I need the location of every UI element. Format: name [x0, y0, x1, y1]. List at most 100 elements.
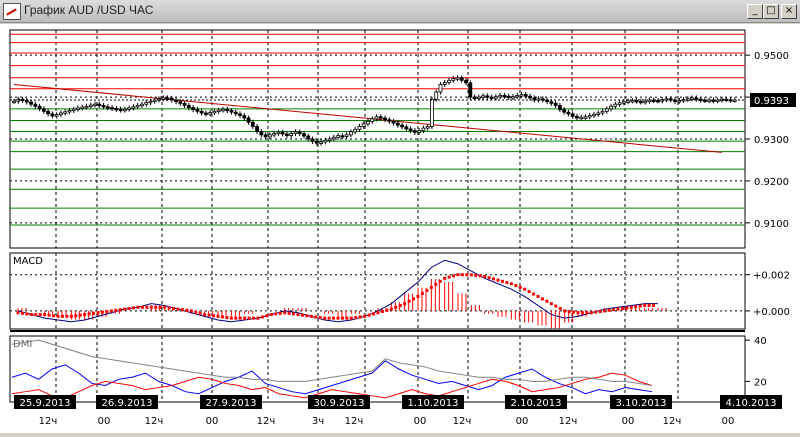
candle-body	[135, 105, 140, 108]
date-label: 27.9.2013	[206, 398, 257, 409]
candle-body	[12, 100, 16, 104]
dmi-title: DMI	[13, 339, 32, 350]
candle-body	[29, 101, 33, 105]
candle-body	[306, 135, 311, 140]
title-bar: График AUD /USD ЧАС _ □ ×	[0, 0, 800, 23]
candle-body	[387, 119, 392, 122]
candle-body	[199, 110, 204, 114]
macd-signal-dot	[16, 311, 20, 315]
candle-body	[464, 79, 468, 84]
maximize-button[interactable]: □	[763, 4, 779, 19]
candle-body	[161, 97, 166, 100]
macd-signal-dot	[203, 313, 207, 317]
minimize-button[interactable]: _	[747, 4, 763, 19]
candle-body	[583, 116, 588, 119]
candle-body	[238, 113, 242, 116]
macd-signal-dot	[43, 313, 47, 317]
macd-signal-dot	[358, 315, 362, 319]
candle-body	[280, 131, 285, 135]
macd-signal-dot	[576, 311, 580, 315]
macd-signal-dot	[505, 281, 509, 285]
candle-body	[59, 112, 63, 116]
macd-signal-dot	[52, 314, 56, 318]
price-tick-label: 0.9200	[754, 177, 789, 188]
date-label-box	[402, 395, 464, 409]
macd-signal-dot	[225, 316, 229, 320]
macd-signal-dot	[376, 311, 380, 315]
candle-body	[485, 95, 490, 98]
macd-signal-dot	[145, 305, 149, 309]
candle-body	[195, 109, 200, 112]
macd-signal-dot	[314, 315, 318, 319]
candle-body	[297, 131, 302, 134]
candle-body	[579, 116, 584, 120]
macd-signal-dot	[247, 316, 251, 320]
candle-body	[570, 113, 575, 117]
macd-signal-dot	[367, 313, 371, 317]
macd-signal-dot	[363, 314, 367, 318]
macd-signal-dot	[500, 279, 504, 283]
candle-body	[88, 104, 93, 107]
macd-signal-dot	[492, 277, 496, 281]
candle-body	[229, 110, 234, 113]
hour-label: 12ч	[345, 416, 364, 427]
candle-body	[442, 82, 447, 85]
macd-signal-dot	[194, 310, 198, 314]
hour-label: 00	[722, 416, 735, 427]
candle-body	[489, 96, 494, 99]
last-price-label: 0.9393	[754, 96, 789, 107]
candle-body	[592, 113, 596, 117]
macd-signal-dot	[87, 312, 91, 316]
candle-body	[528, 95, 532, 99]
hour-label: 12ч	[663, 416, 682, 427]
candle-body	[323, 139, 328, 143]
candle-body	[327, 138, 332, 141]
candle-body	[451, 78, 456, 81]
candle-body	[417, 130, 422, 133]
macd-signal-dot	[354, 316, 358, 320]
candle-body	[263, 134, 268, 138]
candle-body	[412, 130, 417, 133]
macd-signal-dot	[198, 311, 202, 315]
macd-signal-dot	[74, 314, 78, 318]
macd-signal-dot	[540, 297, 544, 301]
macd-signal-dot	[212, 314, 216, 318]
candle-body	[498, 95, 503, 98]
macd-signal-dot	[345, 316, 349, 320]
macd-signal-dot	[149, 305, 153, 309]
macd-signal-dot	[465, 273, 469, 277]
hour-label: 3ч	[312, 416, 324, 427]
macd-signal-dot	[487, 276, 491, 280]
macd-signal-dot	[514, 284, 518, 288]
macd-signal-dot	[523, 287, 527, 291]
macd-signal-dot	[69, 314, 73, 318]
candle-body	[336, 135, 341, 138]
candle-body	[715, 99, 720, 102]
macd-signal-dot	[176, 307, 180, 311]
candle-body	[609, 105, 613, 110]
hour-label: 12ч	[559, 416, 578, 427]
candle-body	[93, 103, 97, 107]
macd-signal-dot	[274, 312, 278, 316]
chart-app-icon	[3, 3, 21, 20]
close-button[interactable]: ×	[781, 4, 797, 19]
hour-label: 00	[98, 416, 111, 427]
macd-signal-dot	[234, 316, 238, 320]
macd-signal-dot	[598, 310, 602, 314]
macd-signal-dot	[425, 288, 429, 292]
candle-body	[191, 107, 196, 111]
price-tick-label: 0.9300	[754, 135, 789, 146]
macd-signal-dot	[518, 285, 522, 289]
candle-body	[349, 131, 353, 136]
adx-line	[11, 339, 653, 386]
candle-body	[515, 95, 520, 98]
candle-body	[41, 108, 46, 112]
dmi-tick-label: 40	[754, 336, 767, 347]
macd-signal-dot	[456, 273, 460, 277]
candle-body	[246, 117, 251, 123]
candle-body	[430, 98, 434, 127]
macd-signal-dot	[172, 306, 176, 310]
macd-signal-dot	[65, 314, 69, 318]
candle-body	[186, 105, 191, 108]
candle-body	[383, 117, 387, 121]
